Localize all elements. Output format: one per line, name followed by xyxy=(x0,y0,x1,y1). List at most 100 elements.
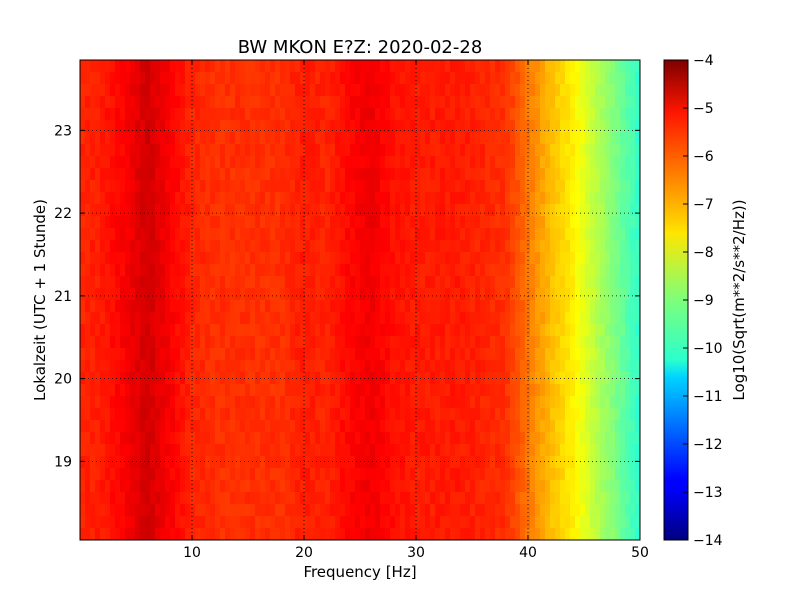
heatmap-cell xyxy=(220,504,226,517)
heatmap-cell xyxy=(610,216,616,229)
heatmap-cell xyxy=(580,288,586,301)
heatmap-cell xyxy=(235,180,241,193)
heatmap-cell xyxy=(485,144,491,157)
heatmap-cell xyxy=(345,120,351,133)
heatmap-cell xyxy=(145,480,151,493)
x-tick-label: 10 xyxy=(183,545,201,561)
heatmap-cell xyxy=(420,312,426,325)
heatmap-cell xyxy=(290,468,296,481)
heatmap-cell xyxy=(105,120,111,133)
heatmap-cell xyxy=(270,60,276,73)
heatmap-cell xyxy=(620,156,626,169)
heatmap-cell xyxy=(195,396,201,409)
heatmap-cell xyxy=(575,336,581,349)
heatmap-cell xyxy=(320,204,326,217)
heatmap-cell xyxy=(595,144,601,157)
heatmap-cell xyxy=(430,72,436,85)
heatmap-cell xyxy=(285,504,291,517)
heatmap-cell xyxy=(490,228,496,241)
heatmap-cell xyxy=(610,144,616,157)
heatmap-cell xyxy=(240,264,246,277)
heatmap-cell xyxy=(265,264,271,277)
heatmap-cell xyxy=(420,468,426,481)
heatmap-cell xyxy=(515,420,521,433)
heatmap-cell xyxy=(450,264,456,277)
heatmap-cell xyxy=(285,396,291,409)
heatmap-cell xyxy=(245,264,251,277)
heatmap-cell xyxy=(400,408,406,421)
heatmap-cell xyxy=(505,348,511,361)
heatmap-cell xyxy=(245,456,251,469)
heatmap-cell xyxy=(505,504,511,517)
heatmap-cell xyxy=(485,408,491,421)
heatmap-cell xyxy=(535,240,541,253)
heatmap-cell xyxy=(95,96,101,109)
heatmap-cell xyxy=(305,444,311,457)
heatmap-cell xyxy=(210,276,216,289)
heatmap-cell xyxy=(565,144,571,157)
heatmap-cell xyxy=(445,348,451,361)
heatmap-cell xyxy=(240,192,246,205)
heatmap-cell xyxy=(100,336,106,349)
heatmap-cell xyxy=(185,132,191,145)
heatmap-cell xyxy=(315,180,321,193)
heatmap-cell xyxy=(245,384,251,397)
heatmap-cell xyxy=(505,240,511,253)
heatmap-cell xyxy=(235,348,241,361)
heatmap-cell xyxy=(420,444,426,457)
heatmap-cell xyxy=(495,84,501,97)
heatmap-cell xyxy=(455,396,461,409)
heatmap-cell xyxy=(505,372,511,385)
heatmap-cell xyxy=(555,504,561,517)
heatmap-cell xyxy=(635,480,640,493)
heatmap-cell xyxy=(615,168,621,181)
heatmap-cell xyxy=(305,228,311,241)
heatmap-cell xyxy=(415,420,421,433)
colorbar-tick-label: −5 xyxy=(693,101,714,117)
heatmap-cell xyxy=(310,348,316,361)
heatmap-cell xyxy=(550,504,556,517)
heatmap-cell xyxy=(180,360,186,373)
heatmap-cell xyxy=(85,60,91,73)
heatmap-cell xyxy=(445,156,451,169)
heatmap-cell xyxy=(400,396,406,409)
heatmap-cell xyxy=(235,420,241,433)
heatmap-cell xyxy=(150,252,156,265)
heatmap-cell xyxy=(355,72,361,85)
heatmap-cell xyxy=(255,408,261,421)
heatmap-cell xyxy=(490,288,496,301)
heatmap-cell xyxy=(525,84,531,97)
heatmap-cell xyxy=(80,360,86,373)
heatmap-cell xyxy=(125,204,131,217)
heatmap-cell xyxy=(450,252,456,265)
heatmap-cell xyxy=(600,480,606,493)
heatmap-cell xyxy=(135,312,141,325)
heatmap-cell xyxy=(615,372,621,385)
heatmap-cell xyxy=(270,384,276,397)
heatmap-cell xyxy=(100,204,106,217)
heatmap-cell xyxy=(175,420,181,433)
heatmap-cell xyxy=(585,120,591,133)
heatmap-cell xyxy=(505,528,511,540)
heatmap-cell xyxy=(130,528,136,540)
heatmap-cell xyxy=(260,264,266,277)
heatmap-cell xyxy=(170,204,176,217)
heatmap-cell xyxy=(490,480,496,493)
heatmap-cell xyxy=(620,228,626,241)
heatmap-cell xyxy=(490,108,496,121)
heatmap-cell xyxy=(380,432,386,445)
heatmap-cell xyxy=(255,108,261,121)
heatmap-cell xyxy=(620,264,626,277)
heatmap-cell xyxy=(325,108,331,121)
heatmap-cell xyxy=(535,516,541,529)
heatmap-cell xyxy=(330,60,336,73)
heatmap-cell xyxy=(165,312,171,325)
heatmap-cell xyxy=(80,168,86,181)
heatmap-cell xyxy=(180,252,186,265)
heatmap-cell xyxy=(165,300,171,313)
heatmap-cell xyxy=(450,228,456,241)
heatmap-cell xyxy=(180,240,186,253)
heatmap-cell xyxy=(215,468,221,481)
heatmap-cell xyxy=(465,396,471,409)
heatmap-cell xyxy=(175,312,181,325)
